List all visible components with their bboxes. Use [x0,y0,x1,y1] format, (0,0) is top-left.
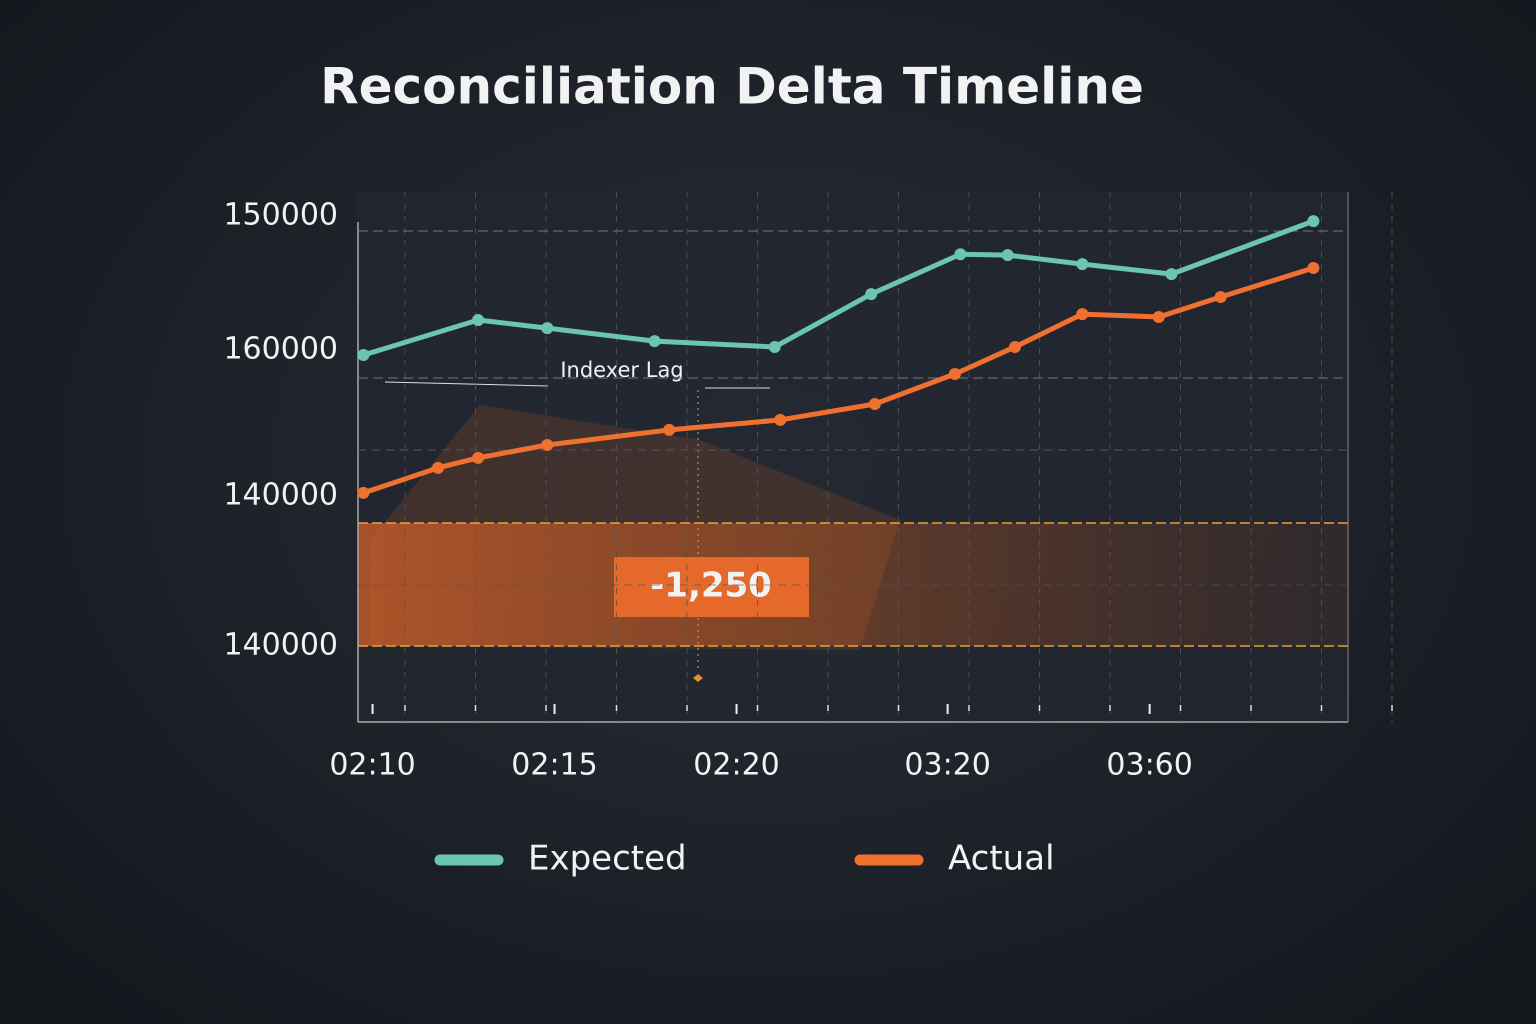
marker [693,674,703,682]
data-point [472,451,485,464]
data-point [768,340,781,353]
data-point [774,413,787,426]
data-point [1152,310,1165,323]
data-point [1008,340,1021,353]
y-tick-label: 160000 [223,332,338,367]
data-point [1307,215,1320,228]
data-point [357,486,370,499]
data-point [1165,268,1178,281]
x-tick-label: 03:20 [904,748,990,783]
y-tick-label: 140000 [223,628,338,663]
data-point [541,322,554,335]
x-tick-label: 03:60 [1106,748,1192,783]
chart-title: Reconciliation Delta Timeline [320,58,1144,116]
data-point [948,368,961,381]
data-point [648,335,661,348]
annotation-arrow [384,381,549,387]
data-point [663,423,676,436]
x-tick-label: 02:15 [511,748,597,783]
y-tick-label: 140000 [223,478,338,513]
data-point [1001,249,1014,262]
legend-label: Actual [948,839,1055,879]
data-point [1076,258,1089,271]
y-tick-label: 150000 [223,198,338,233]
delta-box [614,557,809,617]
x-tick-label: 02:10 [329,748,415,783]
legend-label: Expected [528,839,687,879]
data-point [432,461,445,474]
data-point [1214,290,1227,303]
data-point [868,398,881,410]
data-point [865,288,878,301]
data-point [472,314,485,327]
data-point [357,349,370,362]
data-point [954,248,967,261]
x-tick-label: 02:20 [693,748,779,783]
data-point [1076,308,1089,321]
data-point [1307,262,1320,275]
data-point [541,438,554,451]
